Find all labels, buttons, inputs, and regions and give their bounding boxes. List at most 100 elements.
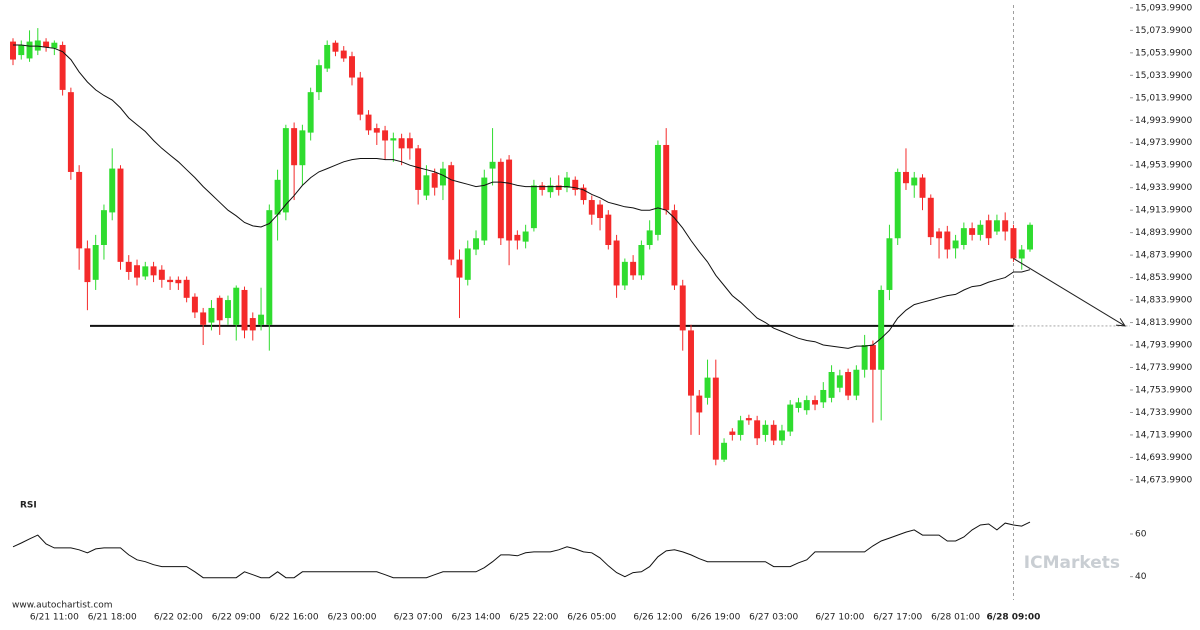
candle-body bbox=[18, 44, 25, 56]
x-tick-label: 6/26 12:00 bbox=[633, 613, 682, 623]
candle-body bbox=[721, 442, 728, 460]
x-tick-label: 6/27 17:00 bbox=[873, 613, 922, 623]
candle-body bbox=[183, 279, 190, 298]
candle-body bbox=[340, 50, 347, 59]
candle-body bbox=[241, 289, 248, 331]
candle-body bbox=[861, 345, 868, 370]
rsi-tick-label: 40 bbox=[1135, 572, 1147, 582]
candle-body bbox=[985, 220, 992, 239]
candle-body bbox=[307, 92, 314, 133]
candle-body bbox=[977, 224, 984, 235]
candle-body bbox=[431, 173, 438, 188]
y-tick-label: 14,813.9900 bbox=[1135, 318, 1193, 328]
x-tick-label: 6/28 09:00 bbox=[987, 613, 1041, 623]
candle-body bbox=[646, 230, 653, 245]
candle-body bbox=[51, 42, 58, 49]
candle-body bbox=[530, 185, 537, 229]
x-tick-label: 6/21 11:00 bbox=[30, 613, 79, 623]
candle-body bbox=[745, 418, 752, 421]
y-tick-label: 14,773.9900 bbox=[1135, 363, 1193, 373]
candle-body bbox=[522, 231, 529, 242]
candle-body bbox=[67, 92, 74, 172]
x-tick-label: 6/25 22:00 bbox=[509, 613, 558, 623]
y-tick-label: 14,693.9900 bbox=[1135, 453, 1193, 463]
y-tick-label: 14,953.9900 bbox=[1135, 161, 1193, 171]
candle-body bbox=[274, 179, 281, 215]
x-tick-label: 6/27 10:00 bbox=[815, 613, 864, 623]
candle-body bbox=[580, 187, 587, 201]
candle-body bbox=[373, 128, 380, 133]
y-tick-label: 15,013.9900 bbox=[1135, 93, 1193, 103]
candle-body bbox=[481, 177, 488, 241]
x-tick-label: 6/28 01:00 bbox=[931, 613, 980, 623]
candle-body bbox=[654, 144, 661, 235]
candle-body bbox=[315, 65, 322, 93]
x-tick-label: 6/22 09:00 bbox=[212, 613, 261, 623]
candle-body bbox=[663, 144, 670, 211]
candle-body bbox=[191, 296, 198, 313]
source: www.autochartist.com bbox=[12, 601, 113, 611]
y-tick-label: 14,673.9900 bbox=[1135, 475, 1193, 485]
candle-body bbox=[704, 377, 711, 398]
candle-body bbox=[729, 431, 736, 435]
forecast-arrowhead bbox=[1115, 318, 1126, 327]
candle-body bbox=[266, 210, 273, 325]
candle-body bbox=[349, 56, 355, 78]
candle-body bbox=[76, 171, 83, 249]
candle-body bbox=[911, 177, 918, 186]
moving-average bbox=[13, 44, 1031, 349]
x-tick-label: 6/27 03:00 bbox=[749, 613, 798, 623]
candle-body bbox=[406, 138, 413, 149]
candle-body bbox=[84, 248, 91, 283]
candle-body bbox=[638, 245, 645, 276]
candle-body bbox=[324, 44, 331, 69]
candle-body bbox=[208, 307, 215, 323]
y-tick-label: 15,093.9900 bbox=[1135, 3, 1193, 13]
watermark: ICMarkets bbox=[1024, 553, 1120, 573]
candle-body bbox=[1002, 220, 1009, 232]
candle-body bbox=[588, 200, 595, 215]
x-tick-label: 6/26 05:00 bbox=[567, 613, 616, 623]
candle-body bbox=[712, 377, 719, 460]
candle-body bbox=[34, 40, 41, 51]
candle-body bbox=[497, 161, 504, 239]
candle-body bbox=[902, 171, 909, 184]
candle-body bbox=[249, 318, 256, 331]
candle-body bbox=[853, 369, 860, 396]
candle-body bbox=[109, 168, 116, 213]
candle-body bbox=[960, 228, 967, 245]
candle-body bbox=[621, 261, 628, 286]
y-tick-label: 14,733.9900 bbox=[1135, 408, 1193, 418]
candle-body bbox=[382, 130, 389, 141]
y-tick-label: 15,053.9900 bbox=[1135, 48, 1193, 58]
candle-body bbox=[539, 185, 546, 190]
candle-body bbox=[332, 42, 339, 52]
candle-body bbox=[158, 269, 165, 280]
candle-body bbox=[952, 240, 959, 249]
candle-body bbox=[117, 168, 124, 262]
candle-body bbox=[795, 402, 802, 408]
candle-body bbox=[258, 314, 265, 325]
forecast-arrow bbox=[1013, 258, 1126, 327]
rsi-tick-label: 60 bbox=[1135, 530, 1147, 540]
candle-body bbox=[886, 238, 893, 290]
candle-body bbox=[59, 44, 66, 90]
candle-body bbox=[836, 375, 843, 388]
candle-body bbox=[812, 400, 819, 405]
candle-body bbox=[563, 177, 570, 188]
candle-body bbox=[473, 238, 480, 250]
candle-body bbox=[803, 400, 810, 411]
candle-body bbox=[671, 210, 678, 286]
candle-body bbox=[927, 197, 934, 238]
y-tick-label: 15,033.9900 bbox=[1135, 71, 1193, 81]
candle-body bbox=[869, 345, 876, 370]
candle-body bbox=[92, 245, 99, 280]
candle-body bbox=[613, 240, 620, 286]
candle-body bbox=[415, 148, 422, 190]
candle-body bbox=[688, 330, 694, 396]
candle-body bbox=[398, 138, 405, 149]
candle-body bbox=[489, 161, 496, 169]
candle-body bbox=[696, 395, 703, 413]
y-tick-label: 14,713.9900 bbox=[1135, 430, 1193, 440]
